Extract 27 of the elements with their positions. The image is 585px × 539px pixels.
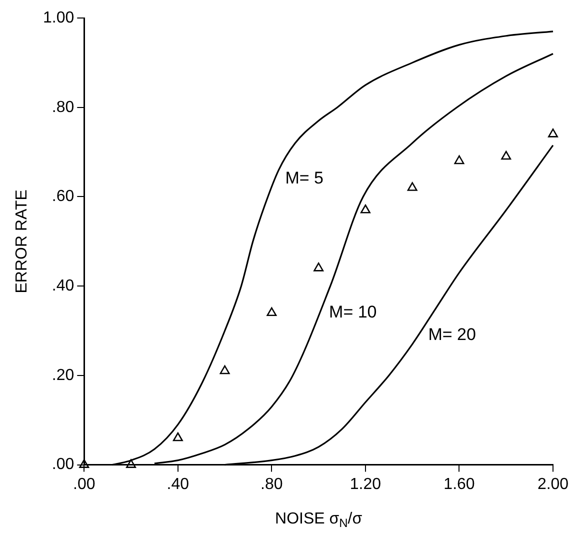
y-tick-label: .60 [52, 188, 74, 206]
x-tick-label: 1.20 [350, 476, 382, 493]
x-tick-label: 2.00 [537, 476, 569, 493]
x-tick-label: .80 [260, 476, 283, 493]
series-label: M= 10 [329, 302, 377, 322]
series-label: M= 20 [428, 324, 476, 344]
x-tick-label: .40 [166, 476, 190, 493]
point [360, 204, 370, 214]
point [220, 365, 230, 374]
point [501, 150, 512, 160]
y-tick-label: .40 [52, 277, 74, 294]
point [314, 262, 324, 272]
y-tick-label: .20 [52, 366, 74, 384]
y-tick-label: .00 [52, 456, 74, 474]
point [172, 432, 183, 442]
point [266, 307, 277, 316]
x-tick-label: .00 [73, 476, 96, 493]
point [454, 155, 464, 164]
point [126, 459, 136, 468]
y-axis-title: ERROR RATE [13, 190, 30, 294]
y-tick-label: .80 [52, 98, 74, 116]
point [79, 459, 90, 468]
x-tick-label: 1.60 [444, 476, 475, 493]
point [548, 128, 558, 138]
point [407, 182, 418, 191]
series-label: M= 5 [285, 168, 324, 188]
y-tick-label: 1.00 [43, 9, 74, 26]
